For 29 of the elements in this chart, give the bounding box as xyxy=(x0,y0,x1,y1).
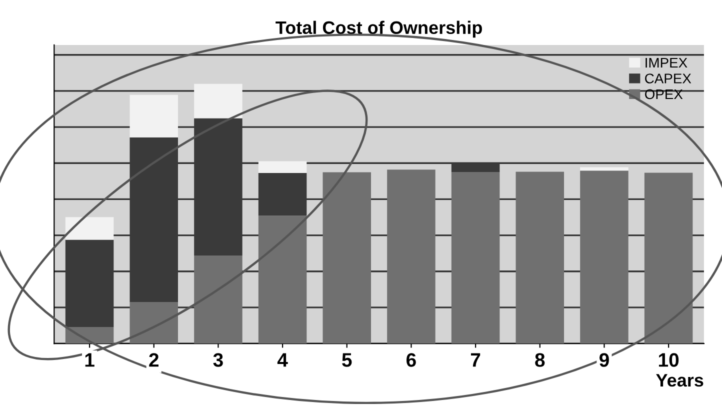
legend-label: OPEX xyxy=(645,89,683,100)
x-tick-label: 4 xyxy=(277,353,288,367)
bar xyxy=(387,170,436,344)
bar xyxy=(322,172,372,344)
bar xyxy=(194,256,242,344)
bar xyxy=(451,172,500,344)
x-tick-label: 6 xyxy=(406,353,416,367)
bar xyxy=(258,161,307,173)
bar xyxy=(65,327,114,344)
legend-label: CAPEX xyxy=(645,74,692,84)
x-axis-title: Years xyxy=(656,374,704,387)
x-tick-label: 5 xyxy=(342,353,352,367)
legend-label: IMPEX xyxy=(646,58,688,68)
x-tick-label: 9 xyxy=(599,353,609,367)
bar xyxy=(258,216,307,344)
chart-title: Total Cost of Ownership xyxy=(276,20,482,38)
x-tick-label: 1 xyxy=(85,353,94,367)
x-tick-label: 2 xyxy=(149,353,158,367)
x-tick-label: 7 xyxy=(470,353,480,367)
bar xyxy=(516,172,564,344)
bar xyxy=(194,84,242,118)
x-tick-label: 8 xyxy=(535,353,545,367)
bar xyxy=(644,172,693,344)
bar xyxy=(130,94,178,138)
bar xyxy=(130,302,178,344)
bar xyxy=(65,217,114,240)
x-tick-label: 10 xyxy=(658,353,679,367)
bar xyxy=(580,170,628,344)
x-tick-label: 3 xyxy=(213,353,223,367)
